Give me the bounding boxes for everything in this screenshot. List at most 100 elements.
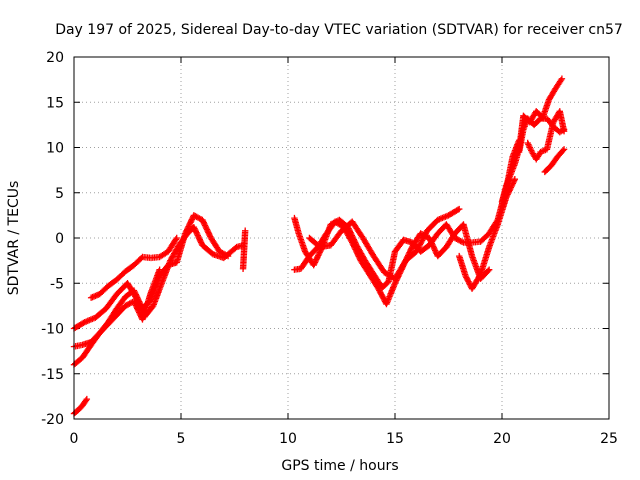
data-point xyxy=(353,249,361,256)
x-tick-label: 15 xyxy=(386,431,404,447)
data-point xyxy=(197,239,205,246)
series-track-e xyxy=(87,234,180,301)
data-point xyxy=(156,266,163,273)
data-point xyxy=(355,253,362,260)
data-point xyxy=(206,232,213,239)
data-point xyxy=(132,302,140,309)
y-tick-label: 5 xyxy=(55,186,64,202)
data-point xyxy=(194,232,201,239)
data-point xyxy=(310,261,317,269)
data-point xyxy=(192,228,200,235)
data-point xyxy=(427,237,434,244)
x-tick-label: 10 xyxy=(279,431,297,447)
series-track-n xyxy=(541,146,568,176)
data-point xyxy=(315,252,322,259)
data-point xyxy=(199,216,206,224)
y-tick-label: 0 xyxy=(55,231,64,247)
data-point xyxy=(183,227,190,234)
y-tick-label: 10 xyxy=(46,141,64,157)
data-point xyxy=(456,205,463,213)
data-point xyxy=(172,236,180,243)
data-point xyxy=(188,216,196,223)
data-point xyxy=(242,227,249,234)
data-point xyxy=(463,275,471,283)
data-point xyxy=(558,75,566,82)
data-point xyxy=(349,240,357,248)
data-point xyxy=(134,295,142,303)
x-tick-label: 5 xyxy=(177,431,186,447)
data-point xyxy=(133,292,140,300)
data-point xyxy=(454,206,462,214)
data-point xyxy=(201,220,208,228)
data-point xyxy=(407,246,415,254)
y-axis-label: SDTVAR / TECUs xyxy=(6,181,22,296)
data-point xyxy=(184,226,191,233)
data-point xyxy=(349,239,356,246)
plot-points xyxy=(70,75,568,417)
data-point xyxy=(130,287,138,294)
series-track-m xyxy=(524,108,568,163)
data-point xyxy=(130,298,138,305)
x-tick-label: 25 xyxy=(600,431,618,447)
data-point xyxy=(205,229,212,236)
data-point xyxy=(199,218,207,225)
data-point xyxy=(509,181,516,188)
data-point xyxy=(134,306,142,313)
x-tick-label: 20 xyxy=(493,431,511,447)
data-point xyxy=(462,272,469,280)
y-tick-label: -10 xyxy=(41,322,64,338)
data-point xyxy=(510,177,518,184)
data-point xyxy=(429,243,437,250)
data-point xyxy=(132,291,140,298)
series-track-i xyxy=(306,205,463,282)
data-point xyxy=(560,128,568,135)
data-point xyxy=(560,146,568,153)
y-tick-label: 20 xyxy=(46,50,64,66)
data-point xyxy=(193,229,200,236)
data-point xyxy=(185,223,192,230)
data-point xyxy=(510,178,517,186)
data-point xyxy=(187,219,194,226)
y-tick-label: -15 xyxy=(41,367,64,383)
data-point xyxy=(132,290,139,297)
data-point xyxy=(133,303,140,311)
data-point xyxy=(135,309,143,316)
data-point xyxy=(193,230,201,238)
data-point xyxy=(557,76,565,84)
data-point xyxy=(132,300,139,308)
data-point xyxy=(173,234,180,242)
plot-frame xyxy=(73,56,610,420)
data-point xyxy=(354,250,361,257)
data-point xyxy=(559,147,567,154)
data-point xyxy=(191,226,199,234)
y-tick-label: 15 xyxy=(46,95,64,111)
data-point xyxy=(184,224,192,232)
data-point xyxy=(224,252,232,260)
data-point xyxy=(311,259,319,266)
data-point xyxy=(431,247,439,254)
data-point xyxy=(465,279,473,287)
series-track-c xyxy=(70,266,163,368)
data-point xyxy=(458,238,466,245)
data-point xyxy=(131,288,138,296)
data-point xyxy=(202,223,209,231)
y-tick-label: -5 xyxy=(50,276,64,292)
data-point xyxy=(135,307,142,315)
data-point xyxy=(312,257,319,265)
data-point xyxy=(131,299,138,306)
data-point xyxy=(316,249,323,256)
data-point xyxy=(509,180,517,187)
data-point xyxy=(476,272,484,279)
data-point xyxy=(352,247,360,255)
data-point xyxy=(465,278,472,285)
data-point xyxy=(348,237,355,245)
data-point xyxy=(428,238,435,246)
data-point xyxy=(223,252,230,259)
data-point xyxy=(426,234,433,242)
series-track-f xyxy=(239,227,249,272)
data-point xyxy=(351,244,359,252)
data-point xyxy=(134,305,141,312)
data-point xyxy=(201,222,209,229)
data-point xyxy=(485,266,493,273)
